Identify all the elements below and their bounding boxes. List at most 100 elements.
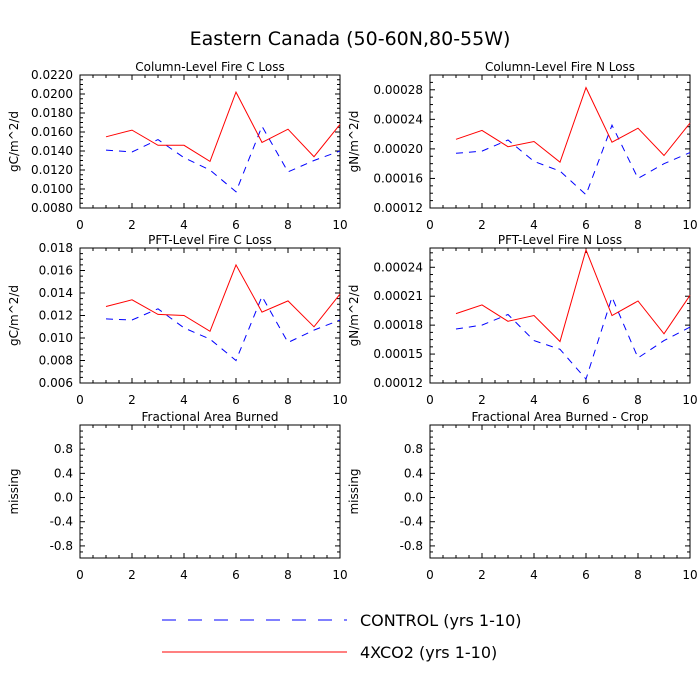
plot-frame — [79, 424, 341, 559]
legend-label-control: CONTROL (yrs 1-10) — [360, 611, 521, 630]
y-axis-label: gN/m^2/d — [347, 285, 361, 347]
y-axis-label: gN/m^2/d — [347, 111, 361, 173]
y-tick-label: 0.010 — [39, 331, 73, 345]
x-tick-label: 4 — [180, 393, 188, 407]
x-tick-label: 6 — [582, 393, 590, 407]
y-tick-label: 0.0200 — [31, 87, 73, 101]
x-tick-label: 10 — [682, 218, 697, 232]
y-tick-label: 0.0 — [54, 491, 73, 505]
chart-panel: PFT-Level Fire N Loss gN/m^2/d 0 2 4 6 8 10 0.00… — [347, 233, 698, 407]
x-tick-label: 8 — [284, 568, 292, 582]
chart-panel: Fractional Area Burned missing 0 2 4 6 8 10 -0.8… — [7, 410, 348, 582]
series-line-control — [105, 125, 341, 193]
y-tick-label: 0.0 — [404, 491, 423, 505]
x-tick-label: 4 — [180, 568, 188, 582]
y-tick-label: 0.008 — [39, 354, 73, 368]
y-tick-label: 0.00012 — [373, 201, 423, 215]
panel-title: Column-Level Fire N Loss — [485, 60, 635, 74]
panel-title: Column-Level Fire C Loss — [135, 60, 285, 74]
y-tick-label: 0.8 — [54, 442, 73, 456]
x-tick-label: 0 — [426, 218, 434, 232]
series-line-co2 — [105, 263, 341, 333]
x-tick-label: 10 — [682, 568, 697, 582]
x-tick-label: 6 — [582, 568, 590, 582]
x-tick-label: 0 — [76, 393, 84, 407]
figure-title: Eastern Canada (50-60N,80-55W) — [190, 28, 511, 50]
y-axis-label: gC/m^2/d — [7, 285, 21, 346]
x-tick-label: 8 — [634, 393, 642, 407]
x-tick-label: 2 — [478, 393, 486, 407]
y-tick-label: 0.006 — [39, 376, 73, 390]
y-tick-label: 0.0100 — [31, 182, 73, 196]
series-line-control — [455, 295, 691, 381]
x-tick-label: 0 — [426, 393, 434, 407]
panel-title: PFT-Level Fire N Loss — [498, 233, 622, 247]
series-line-co2 — [455, 86, 691, 164]
x-tick-label: 2 — [478, 568, 486, 582]
y-tick-label: 0.00016 — [373, 171, 423, 185]
plot-frame — [429, 424, 691, 559]
x-tick-label: 8 — [284, 393, 292, 407]
plot-frame — [79, 247, 341, 384]
y-tick-label: 0.0160 — [31, 125, 73, 139]
chart-panel: PFT-Level Fire C Loss gC/m^2/d 0 2 4 6 8 10 0.00… — [7, 233, 348, 407]
y-tick-label: 0.0140 — [31, 144, 73, 158]
y-tick-label: 0.00020 — [373, 142, 423, 156]
x-tick-label: 8 — [634, 568, 642, 582]
y-tick-label: 0.8 — [404, 442, 423, 456]
y-tick-label: 0.0220 — [31, 68, 73, 82]
x-tick-label: 0 — [76, 218, 84, 232]
x-tick-label: 2 — [128, 393, 136, 407]
plot-frame — [429, 74, 691, 209]
x-tick-label: 6 — [232, 568, 240, 582]
plot-frame — [429, 247, 691, 384]
y-tick-label: 0.012 — [39, 309, 73, 323]
chart-panel: Column-Level Fire N Loss gN/m^2/d 0 2 4 6 8 10 0… — [347, 60, 698, 232]
x-tick-label: 4 — [530, 218, 538, 232]
y-axis-label: gC/m^2/d — [7, 111, 21, 172]
x-tick-label: 10 — [332, 393, 347, 407]
x-tick-label: 4 — [180, 218, 188, 232]
x-tick-label: 4 — [530, 393, 538, 407]
legend: CONTROL (yrs 1-10) 4XCO2 (yrs 1-10) — [162, 611, 521, 662]
panels: Column-Level Fire C Loss gC/m^2/d 0 2 4 6 8 10 0… — [7, 60, 698, 582]
y-tick-label: 0.00024 — [373, 260, 423, 274]
panel-title: PFT-Level Fire C Loss — [148, 233, 272, 247]
x-tick-label: 2 — [128, 218, 136, 232]
y-tick-label: 0.4 — [404, 466, 423, 480]
x-tick-label: 6 — [232, 218, 240, 232]
x-tick-label: 8 — [284, 218, 292, 232]
chart-panel: Fractional Area Burned - Crop missing 0 2 4 6… — [347, 410, 698, 582]
y-tick-label: 0.00024 — [373, 112, 423, 126]
x-tick-label: 0 — [426, 568, 434, 582]
y-tick-label: -0.8 — [50, 539, 73, 553]
y-axis-label: missing — [7, 468, 21, 514]
chart-panel: Column-Level Fire C Loss gC/m^2/d 0 2 4 6 8 10 0… — [7, 60, 348, 232]
x-tick-label: 10 — [332, 568, 347, 582]
x-tick-label: 10 — [332, 218, 347, 232]
y-tick-label: 0.00028 — [373, 83, 423, 97]
y-tick-label: 0.00012 — [373, 376, 423, 390]
y-tick-label: -0.4 — [50, 515, 73, 529]
y-tick-label: 0.0120 — [31, 163, 73, 177]
x-tick-label: 2 — [128, 568, 136, 582]
x-tick-label: 0 — [76, 568, 84, 582]
y-tick-label: 0.00018 — [373, 318, 423, 332]
plot-frame — [79, 74, 341, 209]
y-tick-label: 0.0180 — [31, 106, 73, 120]
series-line-control — [105, 295, 341, 362]
x-tick-label: 4 — [530, 568, 538, 582]
y-tick-label: 0.00021 — [373, 289, 423, 303]
series-line-co2 — [455, 248, 691, 343]
y-tick-label: -0.8 — [400, 539, 423, 553]
x-tick-label: 6 — [582, 218, 590, 232]
x-tick-label: 10 — [682, 393, 697, 407]
series-line-co2 — [105, 90, 341, 163]
y-tick-label: 0.00015 — [373, 347, 423, 361]
series-line-control — [455, 123, 691, 196]
legend-label-co2: 4XCO2 (yrs 1-10) — [360, 643, 497, 662]
panel-title: Fractional Area Burned - Crop — [472, 410, 649, 424]
y-tick-label: 0.018 — [39, 241, 73, 255]
